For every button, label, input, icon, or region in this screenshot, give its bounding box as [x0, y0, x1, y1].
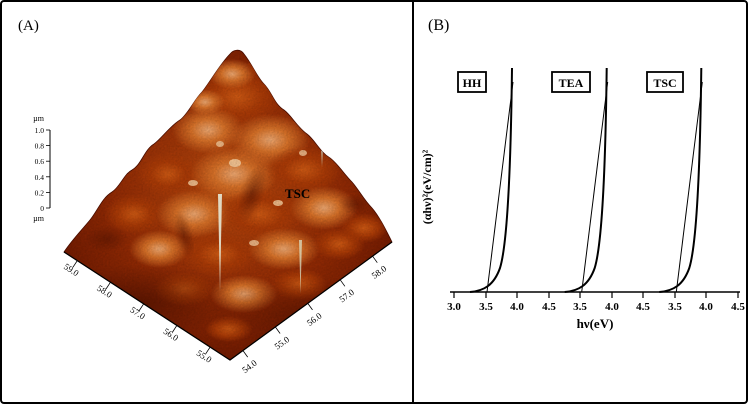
tauc-curve-tsc: [659, 67, 703, 293]
right-edge-tick-label: 56.0: [305, 310, 324, 328]
left-edge-tick-label: 55.0: [195, 348, 214, 365]
z-axis-tick-label: 0.2: [35, 188, 45, 197]
sample-label-box-hh: [457, 71, 487, 93]
left-edge-tick-label: 56.0: [162, 326, 181, 343]
tauc-tangent-tea: [581, 81, 609, 293]
afm-surface: TSC: [63, 49, 393, 361]
z-axis-tick-label: 0: [40, 204, 44, 213]
x-tick-label: 4.0: [699, 301, 713, 313]
z-axis-tick-label: 0.4: [35, 173, 45, 182]
tauc-curve-tea: [564, 67, 608, 293]
z-axis-tick-label: 0.6: [35, 157, 45, 166]
z-axis-unit-top: µm: [33, 114, 45, 123]
z-axis-unit-bottom: µm: [33, 214, 45, 223]
x-tick-label: 4.5: [636, 301, 650, 313]
right-edge-tick-label: 55.0: [273, 334, 292, 352]
tauc-tangent-hh: [486, 81, 514, 293]
panel-a: (A) µm 1.0 0.8 0.6 0.4 0.2 0: [2, 2, 414, 402]
y-axis-label: (αhν)²(eV/cm)²: [420, 149, 434, 224]
right-edge-ticks: [242, 255, 378, 358]
afm-3d-plot: (A) µm 1.0 0.8 0.6 0.4 0.2 0: [18, 18, 393, 376]
z-axis: µm 1.0 0.8 0.6 0.4 0.2 0 µm: [33, 114, 51, 223]
sample-label-hh: HH: [463, 76, 482, 90]
left-edge-ticks: [72, 260, 211, 355]
sample-label-tea: TEA: [559, 76, 584, 90]
z-axis-tick-label: 1.0: [35, 126, 45, 135]
z-axis-ticks: [46, 129, 50, 209]
x-axis-ticks: [453, 292, 739, 298]
right-edge-tick-label: 58.0: [370, 263, 389, 281]
x-tick-label: 3.0: [447, 301, 461, 313]
x-tick-label: 4.0: [605, 301, 619, 313]
x-tick-label: 3.5: [573, 301, 587, 313]
z-axis-tick-label: 0.8: [35, 142, 45, 151]
x-tick-label: 4.5: [731, 301, 745, 313]
tauc-curve-hh: [469, 67, 513, 293]
right-edge-tick-label: 54.0: [240, 358, 259, 376]
segment-hh: HH: [457, 67, 514, 293]
left-edge-tick-label: 57.0: [128, 305, 147, 322]
x-axis-label: hν(eV): [577, 316, 614, 331]
x-tick-label: 4.0: [510, 301, 524, 313]
panel-a-label: (A): [18, 18, 39, 34]
x-tick-label: 3.5: [479, 301, 493, 313]
tauc-plot: (B) (αhν)²(eV/cm)² 3.0 3.5 4.0 4.5 3.5: [420, 17, 745, 331]
sample-label-tsc: TSC: [653, 76, 676, 90]
left-edge-tick-label: 59.0: [62, 261, 81, 278]
tauc-tangent-tsc: [675, 81, 703, 293]
surface-texture: [64, 50, 392, 360]
panel-b-label: (B): [428, 17, 449, 34]
panel-b: (B) (αhν)²(eV/cm)² 3.0 3.5 4.0 4.5 3.5: [414, 2, 746, 402]
sample-label-box-tea: [551, 71, 591, 93]
x-tick-label: 3.5: [668, 301, 682, 313]
right-edge-tick-label: 57.0: [337, 287, 356, 305]
left-edge-tick-label: 58.0: [95, 283, 114, 300]
surface-sample-label: TSC: [285, 186, 310, 201]
segment-tsc: TSC: [646, 67, 703, 293]
segment-tea: TEA: [551, 67, 609, 293]
x-tick-label: 4.5: [542, 301, 556, 313]
sample-label-box-tsc: [646, 71, 684, 93]
